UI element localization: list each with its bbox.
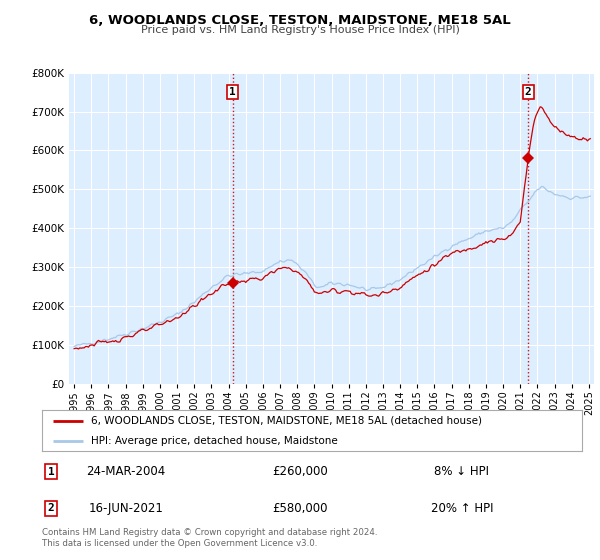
Text: 2: 2 <box>47 503 55 513</box>
Text: 6, WOODLANDS CLOSE, TESTON, MAIDSTONE, ME18 5AL: 6, WOODLANDS CLOSE, TESTON, MAIDSTONE, M… <box>89 14 511 27</box>
Text: £260,000: £260,000 <box>272 465 328 478</box>
Text: 1: 1 <box>229 87 236 97</box>
Text: 1: 1 <box>47 467 55 477</box>
Text: 24-MAR-2004: 24-MAR-2004 <box>86 465 166 478</box>
Text: Contains HM Land Registry data © Crown copyright and database right 2024.
This d: Contains HM Land Registry data © Crown c… <box>42 528 377 548</box>
Text: 6, WOODLANDS CLOSE, TESTON, MAIDSTONE, ME18 5AL (detached house): 6, WOODLANDS CLOSE, TESTON, MAIDSTONE, M… <box>91 416 482 426</box>
Text: £580,000: £580,000 <box>272 502 328 515</box>
Text: Price paid vs. HM Land Registry's House Price Index (HPI): Price paid vs. HM Land Registry's House … <box>140 25 460 35</box>
Text: HPI: Average price, detached house, Maidstone: HPI: Average price, detached house, Maid… <box>91 436 337 446</box>
Text: 16-JUN-2021: 16-JUN-2021 <box>89 502 163 515</box>
Text: 2: 2 <box>525 87 532 97</box>
Text: 20% ↑ HPI: 20% ↑ HPI <box>431 502 493 515</box>
Text: 8% ↓ HPI: 8% ↓ HPI <box>434 465 490 478</box>
